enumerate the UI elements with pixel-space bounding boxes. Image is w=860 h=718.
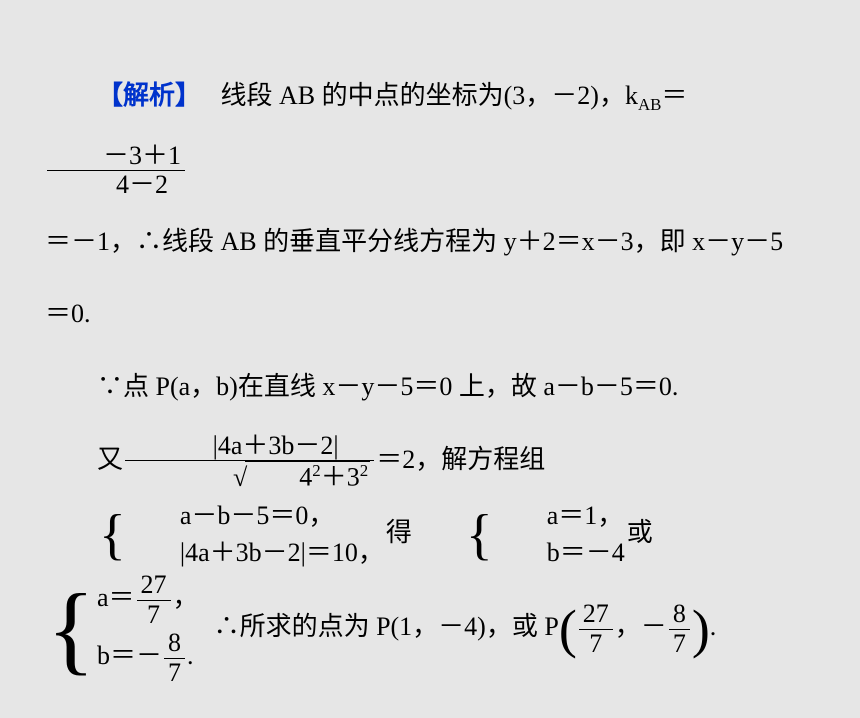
- left-brace-icon: {: [414, 507, 493, 563]
- system-1: {a－b－5＝0，|4a＋3b－2|＝10，: [47, 498, 384, 571]
- eq-row: a＝1，: [495, 498, 625, 534]
- analysis-label: 【解析】: [97, 81, 201, 110]
- line-2: ＝－1，∴线段 AB 的垂直平分线方程为 y＋2＝x－3，即 x－y－5: [45, 206, 815, 279]
- solution-page: 【解析】 线段 AB 的中点的坐标为(3，－2)，kAB＝ －3＋14－2 ＝－1…: [0, 0, 860, 718]
- sqrt-icon: √: [181, 464, 247, 493]
- text: ＝－1，∴线段 AB 的垂直平分线方程为 y＋2＝x－3，即 x－y－5: [45, 227, 783, 256]
- right-paren-icon: ): [692, 599, 710, 659]
- denominator: 4－2: [47, 171, 185, 200]
- text: ＝: [661, 81, 687, 110]
- numerator: －3＋1: [47, 142, 185, 172]
- text: ∴所求的点为 P(1，－4)，或 P: [214, 612, 559, 641]
- system-rows: a＝1，b＝－4: [495, 498, 625, 571]
- fraction-slope: －3＋14－2: [47, 142, 185, 200]
- line-3: ＝0.: [45, 278, 815, 351]
- numerator: |4a＋3b－2|: [125, 432, 374, 462]
- eq-row: b＝－87.: [97, 629, 199, 687]
- left-paren-icon: (: [559, 599, 577, 659]
- left-brace-icon: {: [47, 507, 126, 563]
- denominator: √42＋32: [125, 461, 374, 492]
- eq-row: a－b－5＝0，: [128, 498, 384, 534]
- system-3: { a＝277， b＝－87.: [47, 571, 199, 687]
- system-rows: a＝277， b＝－87.: [97, 571, 199, 687]
- text: 线段 AB 的中点的坐标为(3，－2)，k: [221, 81, 638, 110]
- fraction-distance: |4a＋3b－2| √42＋32: [125, 432, 374, 493]
- fraction: 87: [669, 600, 690, 658]
- line-5: 又 |4a＋3b－2| √42＋32 ＝2，解方程组{a－b－5＝0，|4a＋3…: [45, 424, 815, 571]
- text: .: [710, 612, 717, 641]
- line-4: ∵点 P(a，b)在直线 x－y－5＝0 上，故 a－b－5＝0.: [45, 351, 815, 424]
- text: 得: [386, 518, 412, 547]
- left-brace-icon: {: [47, 579, 95, 679]
- system-2: {a＝1，b＝－4: [414, 498, 625, 571]
- system-rows: a－b－5＝0，|4a＋3b－2|＝10，: [128, 498, 384, 571]
- line-6: { a＝277， b＝－87. ∴所求的点为 P(1，－4)，或 P(277，－…: [45, 571, 815, 687]
- text: 又: [97, 445, 123, 474]
- text: ＝0.: [45, 299, 91, 328]
- line-1: 【解析】 线段 AB 的中点的坐标为(3，－2)，kAB＝ －3＋14－2: [45, 60, 815, 206]
- eq-row: |4a＋3b－2|＝10，: [128, 535, 384, 571]
- fraction: 277: [137, 571, 171, 629]
- text: 或: [627, 518, 653, 547]
- sqrt-radicand: 42＋32: [245, 461, 370, 492]
- text: ，－: [615, 612, 667, 641]
- text: ∵点 P(a，b)在直线 x－y－5＝0 上，故 a－b－5＝0.: [97, 372, 678, 401]
- subscript-ab: AB: [638, 95, 661, 114]
- fraction: 277: [579, 600, 613, 658]
- fraction: 87: [164, 629, 185, 687]
- eq-row: b＝－4: [495, 535, 625, 571]
- text: ＝2，解方程组: [376, 445, 545, 474]
- eq-row: a＝277，: [97, 571, 199, 629]
